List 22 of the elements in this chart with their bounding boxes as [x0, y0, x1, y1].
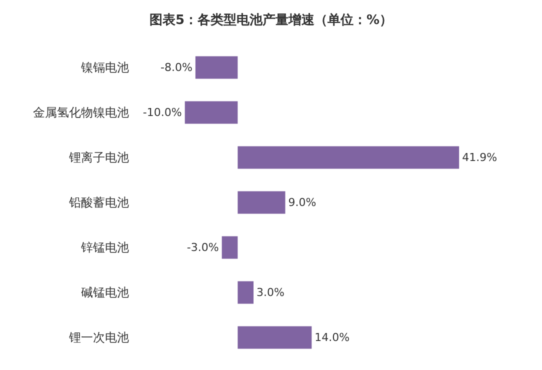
bar [195, 56, 238, 79]
y-tick-label: 金属氢化物镍电池 [33, 106, 129, 120]
bar [238, 326, 312, 349]
data-label: 41.9% [462, 151, 498, 164]
bar [184, 101, 238, 124]
bar [238, 146, 460, 169]
data-label: -3.0% [186, 241, 219, 254]
y-tick-label: 碱锰电池 [81, 286, 129, 300]
data-label: 9.0% [288, 196, 316, 209]
y-tick-label: 锌锰电池 [80, 240, 129, 255]
y-tick-label: 镍镉电池 [80, 60, 129, 75]
chart-title: 图表5：各类型电池产量增速（单位：%） [149, 12, 393, 28]
bar [222, 236, 238, 259]
bar [238, 281, 254, 304]
y-tick-label: 铅酸蓄电池 [68, 196, 129, 210]
data-label: -8.0% [160, 61, 192, 74]
data-label: -10.0% [142, 106, 182, 119]
data-label: 3.0% [256, 286, 284, 299]
bar [238, 191, 286, 214]
y-tick-label: 锂离子电池 [68, 150, 129, 165]
data-label: 14.0% [314, 331, 350, 344]
y-tick-label: 锂一次电池 [68, 330, 129, 345]
